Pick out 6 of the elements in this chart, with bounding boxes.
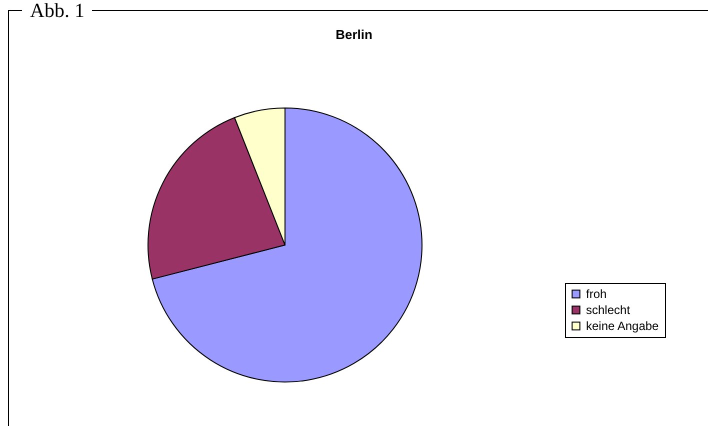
pie-slice: [152, 108, 422, 382]
caption: Abb. 1: [22, 0, 92, 22]
legend-label: keine Angabe: [586, 319, 660, 333]
chart-title: Berlin: [336, 27, 372, 42]
legend-label: schlecht: [586, 303, 631, 317]
legend-label: froh: [586, 287, 607, 301]
